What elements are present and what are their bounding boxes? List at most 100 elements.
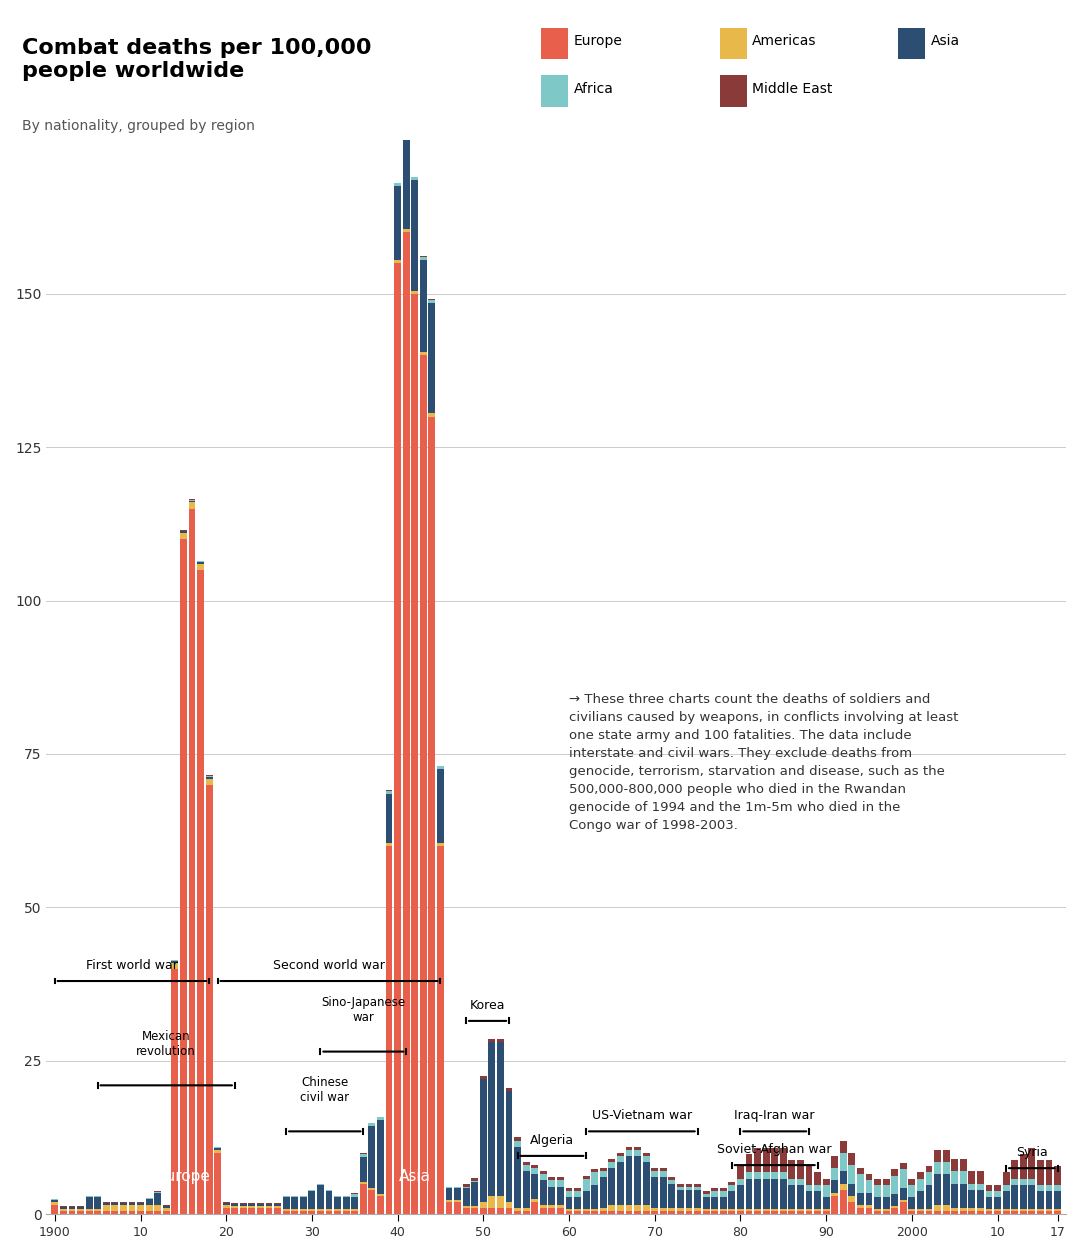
Bar	[523, 1208, 529, 1211]
Bar	[840, 1141, 847, 1152]
Bar	[258, 1208, 264, 1214]
Bar	[591, 1170, 598, 1172]
Bar	[505, 1091, 513, 1201]
Text: By nationality, grouped by region: By nationality, grouped by region	[22, 119, 254, 133]
Bar	[1012, 1211, 1018, 1214]
Bar	[385, 794, 393, 843]
Bar	[540, 1174, 546, 1180]
Bar	[857, 1205, 863, 1208]
Bar	[531, 1174, 538, 1199]
Bar	[968, 1190, 975, 1208]
Bar	[900, 1170, 907, 1188]
Text: First world war: First world war	[85, 959, 177, 972]
Bar	[1054, 1209, 1061, 1211]
Bar	[608, 1205, 616, 1211]
Bar	[583, 1175, 590, 1179]
Bar	[360, 1181, 367, 1184]
Bar	[85, 1209, 93, 1211]
Bar	[617, 1205, 624, 1211]
Bar	[916, 1209, 924, 1211]
Text: Middle East: Middle East	[752, 82, 832, 97]
Bar	[505, 1201, 513, 1208]
Bar	[1054, 1191, 1061, 1209]
Text: Korea: Korea	[470, 998, 505, 1012]
Bar	[1020, 1209, 1027, 1211]
Bar	[695, 1186, 701, 1190]
Bar	[463, 1188, 470, 1206]
Bar	[643, 1156, 649, 1162]
Bar	[634, 1150, 641, 1156]
Bar	[866, 1193, 872, 1205]
Bar	[188, 509, 196, 1214]
Bar	[1045, 1185, 1053, 1191]
Bar	[909, 1179, 915, 1185]
Bar	[326, 1211, 332, 1214]
Bar	[789, 1160, 795, 1179]
Bar	[523, 1162, 529, 1165]
Bar	[925, 1211, 933, 1214]
Bar	[566, 1211, 572, 1214]
Bar	[1028, 1185, 1035, 1209]
Bar	[566, 1209, 572, 1211]
Text: Asia: Asia	[931, 34, 960, 49]
Bar	[111, 1203, 118, 1205]
Bar	[549, 1208, 555, 1214]
Bar	[282, 1211, 290, 1214]
Bar	[669, 1178, 675, 1180]
Bar	[797, 1209, 804, 1211]
Bar	[214, 1147, 221, 1150]
Bar	[369, 1124, 375, 1126]
Bar	[94, 1211, 101, 1214]
Bar	[874, 1209, 881, 1211]
Bar	[874, 1185, 881, 1198]
Bar	[797, 1211, 804, 1214]
Bar	[822, 1209, 830, 1211]
Bar	[291, 1211, 299, 1214]
Bar	[266, 1206, 273, 1208]
Bar	[848, 1152, 855, 1165]
Bar	[454, 1200, 461, 1201]
Bar	[566, 1191, 572, 1198]
Bar	[848, 1184, 855, 1196]
Bar	[702, 1198, 710, 1209]
Bar	[960, 1208, 966, 1211]
Bar	[463, 1208, 470, 1214]
Bar	[599, 1211, 607, 1214]
Bar	[317, 1209, 324, 1211]
Bar	[317, 1185, 324, 1209]
Bar	[934, 1162, 941, 1174]
Bar	[780, 1147, 787, 1172]
Bar	[300, 1198, 307, 1209]
Bar	[420, 260, 426, 352]
Bar	[599, 1208, 607, 1211]
Bar	[806, 1211, 813, 1214]
Bar	[874, 1179, 881, 1185]
Bar	[866, 1208, 872, 1214]
Bar	[343, 1198, 349, 1209]
Bar	[814, 1211, 821, 1214]
Bar	[892, 1206, 898, 1208]
Bar	[754, 1179, 761, 1209]
Bar	[549, 1178, 555, 1180]
Bar	[737, 1179, 743, 1185]
Bar	[575, 1211, 581, 1214]
Bar	[763, 1179, 769, 1209]
Bar	[780, 1211, 787, 1214]
Bar	[883, 1179, 889, 1185]
Bar	[249, 1206, 255, 1208]
Bar	[437, 766, 444, 770]
Bar	[737, 1185, 743, 1209]
Bar	[822, 1185, 830, 1198]
Bar	[446, 1201, 452, 1214]
Bar	[540, 1180, 546, 1205]
Bar	[111, 1211, 118, 1214]
Bar	[1045, 1160, 1053, 1185]
Bar	[155, 1211, 161, 1214]
Bar	[480, 1080, 487, 1201]
Bar	[206, 776, 212, 779]
Bar	[599, 1169, 607, 1171]
Bar	[300, 1211, 307, 1214]
Bar	[497, 1042, 504, 1196]
Bar	[68, 1209, 76, 1211]
Bar	[977, 1171, 984, 1184]
